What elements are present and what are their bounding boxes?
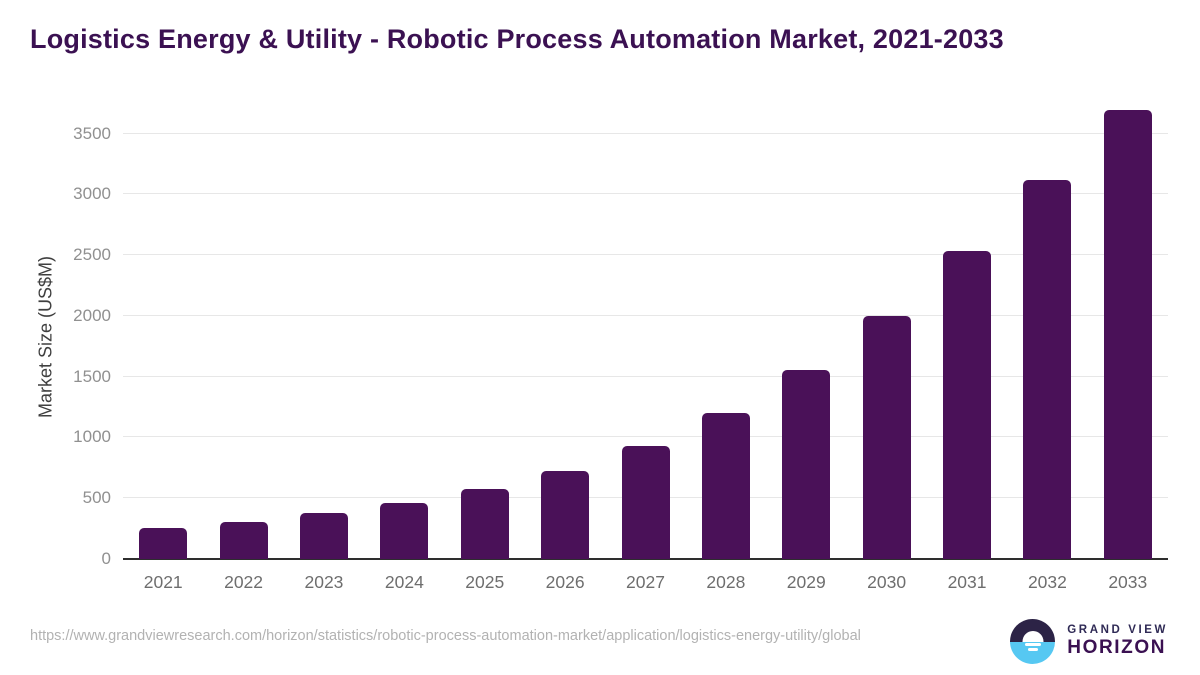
bar-2025	[460, 488, 509, 559]
plot-area: 0 500 1000 1500 2000 2500 3000 3500 2021 2022 2023…	[73, 105, 1168, 592]
gridline-1000	[123, 436, 1168, 438]
x-tick-label-2032: 2032	[1027, 572, 1067, 592]
y-tick-label-1000: 1000	[73, 427, 111, 447]
x-tick-label-2025: 2025	[465, 572, 505, 592]
x-tick-label-2031: 2031	[947, 572, 987, 592]
source-url: https://www.grandviewresearch.com/horizo…	[30, 628, 861, 644]
bar-2022	[219, 521, 268, 559]
gridline-2500	[123, 254, 1168, 256]
logo-sun-dome	[1022, 630, 1044, 642]
y-tick-label-2000: 2000	[73, 305, 111, 325]
x-tick-label-2024: 2024	[384, 572, 424, 592]
x-tick-label-2023: 2023	[304, 572, 344, 592]
gridline-3500	[123, 132, 1168, 134]
x-tick-label-2030: 2030	[867, 572, 907, 592]
chart-title: Logistics Energy & Utility - Robotic Pro…	[30, 24, 1004, 54]
bar-2030	[862, 315, 911, 559]
logo-text: GRAND VIEW HORIZON	[1067, 624, 1168, 659]
gridline-2000	[123, 314, 1168, 316]
bar-2028	[701, 413, 750, 559]
logo-brand-name: GRAND VIEW	[1067, 623, 1168, 636]
y-tick-label-0: 0	[101, 549, 111, 568]
bar-2024	[380, 503, 429, 559]
bar-2026	[541, 470, 590, 559]
logo-reflection-line-1	[1024, 643, 1041, 647]
logo-product-name: HORIZON	[1067, 637, 1167, 659]
x-tick-label-2026: 2026	[545, 572, 585, 592]
bar-2033	[1103, 110, 1152, 559]
x-axis-line	[123, 558, 1168, 560]
x-tick-label-2021: 2021	[143, 572, 183, 592]
y-tick-label-2500: 2500	[73, 245, 111, 265]
x-tick-label-2029: 2029	[786, 572, 826, 592]
y-tick-label-500: 500	[82, 488, 111, 508]
horizon-sun-icon	[1010, 619, 1056, 664]
logo-sea-half	[1010, 641, 1056, 664]
x-tick-label-2033: 2033	[1108, 572, 1148, 592]
y-axis-label: Market Size (US$M)	[35, 255, 56, 419]
gridline-1500	[123, 375, 1168, 377]
y-tick-label-3000: 3000	[73, 184, 111, 204]
x-tick-label-2028: 2028	[706, 572, 746, 592]
bar-2021	[139, 528, 188, 559]
y-tick-label-1500: 1500	[73, 366, 111, 386]
bar-2031	[943, 250, 992, 559]
gridline-3000	[123, 193, 1168, 195]
bar-2027	[621, 445, 670, 559]
bar-2029	[782, 370, 831, 559]
grand-view-horizon-logo: GRAND VIEW HORIZON	[1010, 619, 1168, 664]
bar-2023	[299, 513, 348, 559]
bar-2032	[1023, 180, 1072, 559]
logo-reflection-line-2	[1027, 648, 1038, 652]
x-tick-label-2027: 2027	[626, 572, 665, 592]
logo-sky-half	[1010, 619, 1056, 642]
y-tick-label-3500: 3500	[73, 123, 111, 143]
x-tick-label-2022: 2022	[224, 572, 264, 592]
